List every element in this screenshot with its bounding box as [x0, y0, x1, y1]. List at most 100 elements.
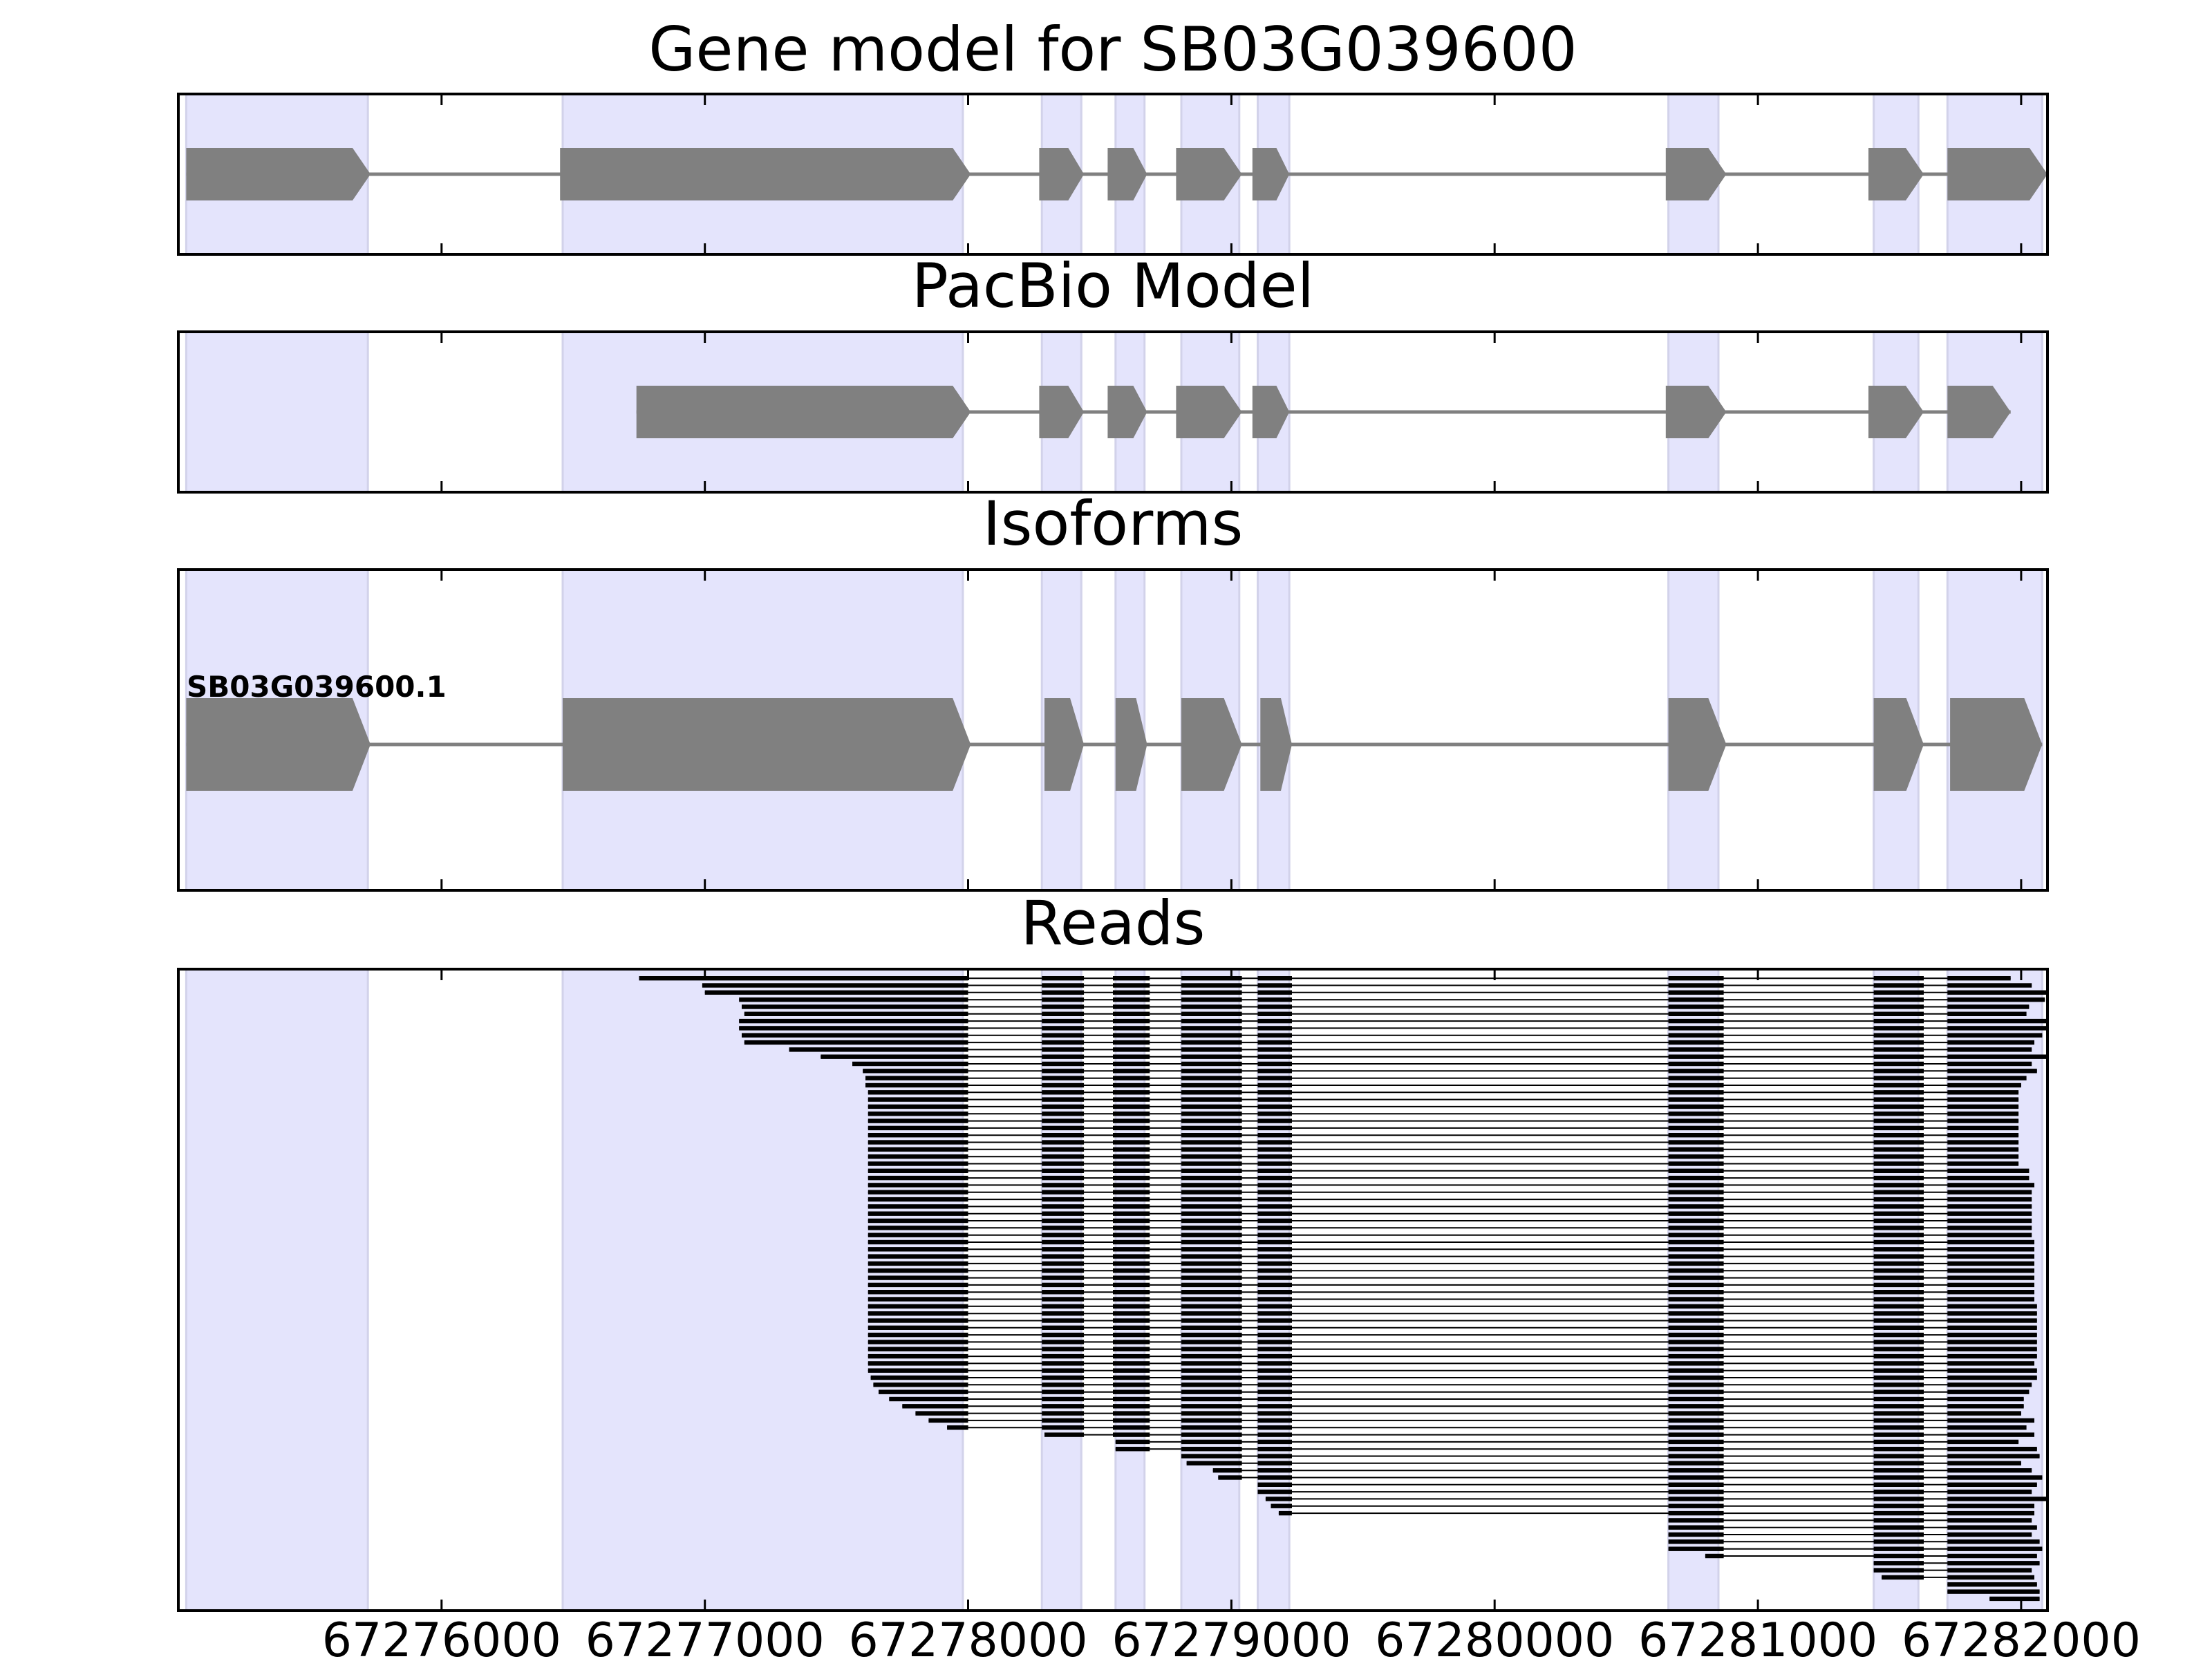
read-segment: [1257, 1454, 1292, 1459]
read-segment: [789, 1047, 968, 1052]
x-tick-label: 67280000: [1375, 1613, 1614, 1659]
read-segment: [1042, 1411, 1085, 1416]
read-segment: [1668, 1382, 1724, 1387]
read-segment: [1181, 1147, 1242, 1152]
read-segment: [1257, 1425, 1292, 1430]
read-segment: [1668, 1054, 1724, 1059]
read-segment: [1873, 1090, 1924, 1095]
read-segment: [1873, 1497, 1924, 1501]
exon-arrow: [1107, 386, 1147, 438]
read-segment: [868, 1297, 968, 1302]
read-segment: [1181, 1325, 1242, 1330]
read-segment: [1181, 1239, 1242, 1245]
read-segment: [1181, 1425, 1242, 1430]
read-segment: [1668, 1404, 1724, 1409]
read-segment: [1181, 1347, 1242, 1351]
read-segment: [868, 1204, 968, 1209]
read-segment: [1668, 1304, 1724, 1309]
read-segment: [1873, 1239, 1924, 1245]
read-segment: [1113, 1297, 1150, 1302]
read-segment: [1668, 1340, 1724, 1344]
read-segment: [1181, 1290, 1242, 1295]
read-segment: [1042, 1197, 1085, 1202]
read-segment: [868, 1268, 968, 1273]
read-segment: [1113, 1226, 1150, 1230]
exon-arrow: [1252, 148, 1290, 200]
read-segment: [1181, 1282, 1242, 1288]
x-tick-label: 67276000: [322, 1613, 561, 1659]
read-segment: [1042, 1425, 1085, 1430]
read-segment: [1668, 1161, 1724, 1166]
read-segment: [1947, 1076, 2027, 1080]
read-segment: [1186, 1461, 1242, 1465]
read-segment: [1042, 1161, 1085, 1166]
read-segment: [1668, 1325, 1724, 1330]
panel-title: Gene model for SB03G039600: [648, 14, 1577, 85]
read-segment: [1113, 1261, 1150, 1266]
read-segment: [1181, 990, 1242, 995]
read-segment: [1873, 1425, 1924, 1430]
read-segment: [1947, 1069, 2037, 1074]
read-segment: [1042, 1076, 1085, 1080]
read-segment: [868, 1290, 968, 1295]
x-tick-label: 67278000: [848, 1613, 1087, 1659]
read-segment: [1947, 1304, 2037, 1309]
read-segment: [1873, 1375, 1924, 1380]
read-segment: [1257, 1247, 1292, 1252]
read-segment: [1113, 1040, 1150, 1045]
read-segment: [1257, 1161, 1292, 1166]
read-segment: [1113, 1304, 1150, 1309]
exon-arrow: [1176, 148, 1242, 200]
read-segment: [1873, 1061, 1924, 1067]
read-segment: [1113, 1239, 1150, 1245]
read-segment: [1873, 1561, 1924, 1566]
read-segment: [1042, 1097, 1085, 1102]
read-segment: [1181, 1168, 1242, 1173]
read-segment: [1668, 1197, 1724, 1202]
read-segment: [1113, 1004, 1150, 1009]
read-segment: [1181, 1076, 1242, 1080]
read-segment: [1947, 1311, 2037, 1316]
read-segment: [868, 1175, 968, 1181]
read-segment: [1257, 1061, 1292, 1067]
read-segment: [1668, 1353, 1724, 1359]
read-segment: [1042, 1154, 1085, 1159]
read-segment: [1873, 1069, 1924, 1074]
read-segment: [1947, 1475, 2043, 1480]
read-segment: [1042, 976, 1085, 981]
read-segment: [1257, 1082, 1292, 1088]
read-segment: [1668, 1489, 1724, 1494]
read-segment: [1947, 1011, 2027, 1016]
read-segment: [1947, 1461, 2021, 1465]
read-segment: [1873, 1553, 1924, 1559]
read-segment: [1257, 1304, 1292, 1309]
read-segment: [1042, 1125, 1085, 1131]
read-segment: [1042, 1190, 1085, 1194]
read-segment: [1873, 1232, 1924, 1237]
read-segment: [1668, 1297, 1724, 1302]
read-segment: [1257, 990, 1292, 995]
read-segment: [1947, 1553, 2037, 1559]
read-segment: [868, 1154, 968, 1159]
read-segment: [868, 1218, 968, 1224]
read-segment: [1181, 1432, 1242, 1437]
read-segment: [1042, 1268, 1085, 1273]
read-segment: [1947, 1447, 2037, 1452]
read-segment: [1113, 1318, 1150, 1323]
read-segment: [1873, 1190, 1924, 1194]
read-segment: [1181, 1125, 1242, 1131]
read-segment: [1873, 1161, 1924, 1166]
read-segment: [1042, 1418, 1085, 1423]
read-segment: [868, 1282, 968, 1288]
read-segment: [1181, 1104, 1242, 1109]
read-segment: [1873, 1175, 1924, 1181]
read-segment: [1113, 1018, 1150, 1024]
read-segment: [1042, 1218, 1085, 1224]
read-segment: [1257, 976, 1292, 981]
read-segment: [1181, 1004, 1242, 1009]
read-segment: [1113, 1282, 1150, 1288]
read-segment: [1947, 1582, 2037, 1587]
read-segment: [1947, 1004, 2030, 1009]
read-segment: [1947, 1161, 2019, 1166]
read-segment: [1947, 1133, 2019, 1138]
